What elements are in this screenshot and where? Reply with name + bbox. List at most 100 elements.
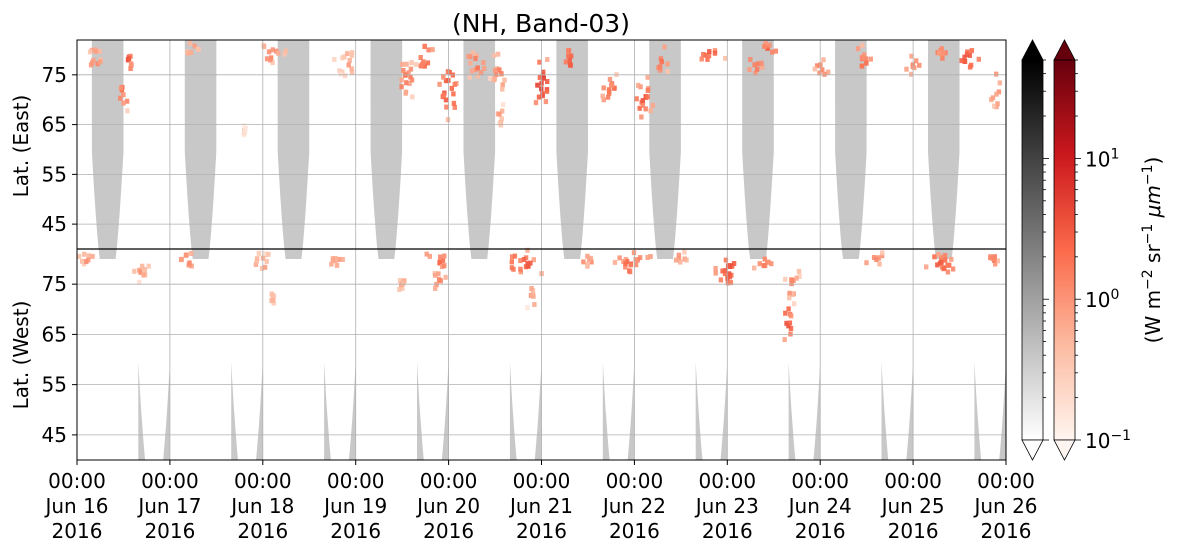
heat-cell <box>346 62 351 68</box>
heat-cell <box>909 71 914 77</box>
heat-cell <box>699 56 704 62</box>
heat-cell <box>347 58 352 63</box>
heat-cell <box>962 54 967 60</box>
heat-cell <box>497 121 503 127</box>
heat-cell <box>436 271 441 277</box>
heat-cell <box>792 301 797 307</box>
colorbar-gray <box>1021 39 1049 461</box>
heat-cell <box>755 66 760 72</box>
heat-cell <box>426 47 431 53</box>
heat-cell <box>126 56 132 62</box>
heat-cell <box>912 65 917 71</box>
heat-cell <box>409 77 415 83</box>
heat-cell <box>487 75 493 81</box>
heat-cell <box>967 64 973 70</box>
heat-cell <box>585 253 590 259</box>
heat-cell <box>788 331 793 337</box>
heat-cell <box>760 64 765 70</box>
colorbar-tick-label: 10−1 <box>1085 428 1131 453</box>
heat-cell <box>497 67 502 73</box>
heat-cell <box>330 256 336 262</box>
heat-cell <box>904 66 909 72</box>
heat-cell <box>645 88 651 93</box>
heat-cell <box>659 59 664 65</box>
heat-cell <box>648 254 653 259</box>
heat-cell <box>138 269 143 275</box>
heat-cell <box>397 278 403 283</box>
heat-cell <box>728 280 734 286</box>
heat-cell <box>756 61 761 67</box>
heat-cell <box>451 100 457 106</box>
heat-cell <box>789 313 794 319</box>
heat-cell <box>997 80 1002 86</box>
heat-cell <box>262 251 267 257</box>
x-tick-label: 00:00 Jun 19 2016 <box>322 469 387 543</box>
heat-cell <box>256 250 262 256</box>
heat-cell <box>499 116 504 122</box>
heat-cell <box>859 63 865 69</box>
heat-cell <box>349 50 355 56</box>
heat-cell <box>545 57 550 62</box>
nodata-region-east-6 <box>649 40 681 259</box>
heat-cell <box>817 70 822 76</box>
heat-cell <box>187 40 193 46</box>
heat-cell <box>684 257 689 263</box>
heat-cell <box>259 265 265 271</box>
heat-cell <box>949 256 954 262</box>
heat-cell <box>243 127 248 133</box>
heat-cell <box>84 259 89 265</box>
nodata-region-east-0 <box>91 40 124 259</box>
heat-cell <box>408 66 414 72</box>
x-tick-label: 00:00 Jun 17 2016 <box>136 469 201 543</box>
heat-cell <box>261 44 267 50</box>
nodata-region-east-1 <box>184 40 217 259</box>
heat-cell <box>262 264 268 270</box>
heat-cell <box>521 257 527 262</box>
heat-cell <box>404 80 409 86</box>
heat-cell <box>566 48 571 54</box>
heat-cell <box>877 261 882 267</box>
y-east-tick-label: 55 <box>42 162 67 186</box>
heat-cell <box>636 82 641 88</box>
heat-cell <box>186 262 191 268</box>
x-tick-label: 00:00 Jun 20 2016 <box>415 469 480 543</box>
heat-cell <box>189 263 194 269</box>
heat-cell <box>607 76 613 82</box>
heat-cell <box>436 277 442 283</box>
chart-title: (NH, Band-03) <box>452 9 630 38</box>
heat-cell <box>442 263 447 269</box>
heat-cell <box>791 277 796 283</box>
heat-cell <box>990 256 996 261</box>
heat-cell <box>678 259 683 265</box>
colorbar-label-mid1: sr <box>1141 244 1165 270</box>
y-east-label: Lat. (East) <box>9 95 33 198</box>
heat-cell <box>950 266 956 272</box>
heat-cell <box>720 268 725 274</box>
heat-cell <box>568 62 573 68</box>
heat-cell <box>179 256 184 262</box>
heat-cell <box>86 253 91 259</box>
heat-cell <box>545 79 550 84</box>
heat-cell <box>271 300 276 306</box>
heat-cell <box>543 99 549 105</box>
heat-cell <box>567 57 572 63</box>
heat-cell <box>725 263 731 269</box>
heat-cell <box>271 293 276 299</box>
heat-cell <box>518 269 523 275</box>
heat-cell <box>270 47 275 53</box>
heat-cell <box>132 268 137 274</box>
heat-cell <box>762 43 767 49</box>
heat-cell <box>609 82 615 88</box>
heat-cell <box>995 101 1000 107</box>
heat-cell <box>722 271 728 277</box>
heat-cell <box>444 104 449 110</box>
heat-cell <box>535 82 540 88</box>
heat-cell <box>645 94 650 100</box>
nodata-region-west-5 <box>602 362 635 460</box>
heat-cell <box>787 290 792 296</box>
heat-cell <box>338 71 343 77</box>
heat-cell <box>770 49 775 55</box>
heat-cell <box>467 74 472 80</box>
heat-cell <box>676 256 682 262</box>
heat-cell <box>95 61 100 67</box>
